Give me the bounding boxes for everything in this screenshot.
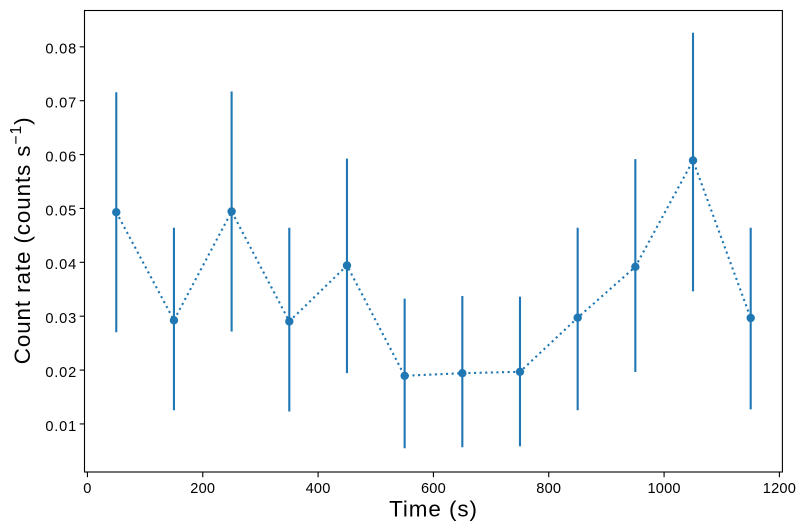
svg-text:600: 600 xyxy=(421,481,446,497)
svg-text:0.05: 0.05 xyxy=(45,203,77,219)
svg-text:Count rate (counts s−1): Count rate (counts s−1) xyxy=(8,117,35,365)
svg-text:0: 0 xyxy=(83,481,91,497)
svg-text:Time (s): Time (s) xyxy=(389,497,478,522)
svg-text:0.07: 0.07 xyxy=(45,96,77,112)
svg-text:0.06: 0.06 xyxy=(45,149,77,165)
svg-text:0.03: 0.03 xyxy=(45,311,77,327)
svg-text:400: 400 xyxy=(306,481,331,497)
svg-text:0.02: 0.02 xyxy=(45,365,77,381)
svg-text:800: 800 xyxy=(536,481,561,497)
svg-text:0.01: 0.01 xyxy=(45,419,77,435)
svg-text:0.08: 0.08 xyxy=(45,42,77,58)
svg-text:1000: 1000 xyxy=(647,481,680,497)
svg-text:200: 200 xyxy=(190,481,215,497)
svg-text:1200: 1200 xyxy=(763,481,796,497)
svg-text:0.04: 0.04 xyxy=(45,257,77,273)
